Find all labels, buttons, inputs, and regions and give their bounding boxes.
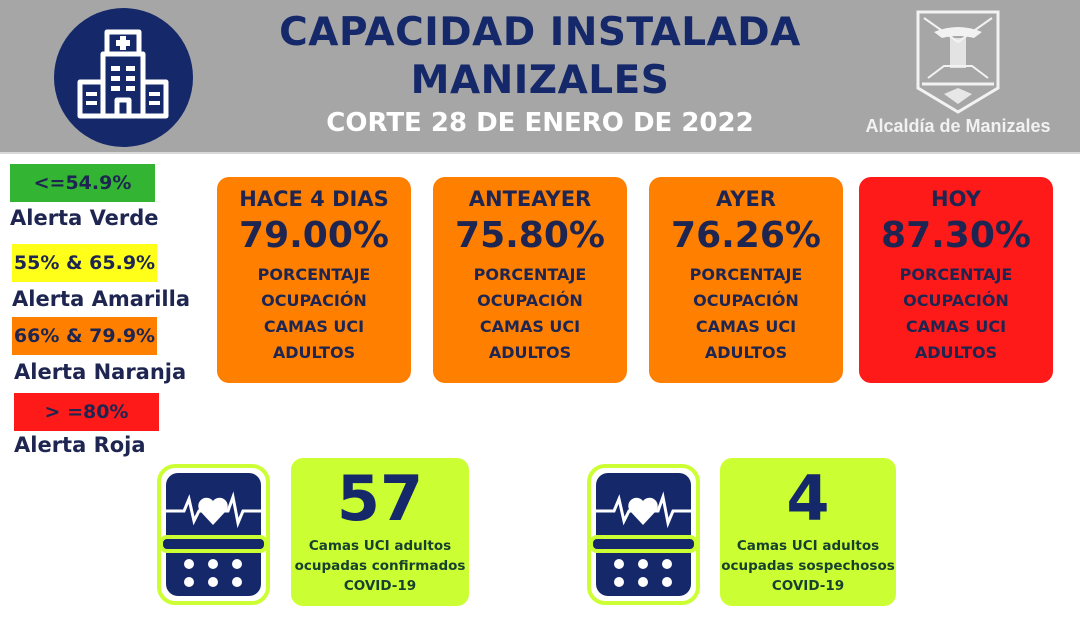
card-desc-line: OCUPACIÓN <box>477 291 583 310</box>
card-period: ANTEAYER <box>468 187 592 211</box>
legend-range-green: <=54.9% <box>10 164 155 202</box>
card-desc-line: OCUPACIÓN <box>693 291 799 310</box>
legend-range-yellow: 55% & 65.9% <box>12 244 157 282</box>
legend-label-red: Alerta Roja <box>14 433 146 457</box>
occupancy-card-4-days-ago: HACE 4 DIAS 79.00% PORCENTAJE OCUPACIÓN … <box>217 177 411 383</box>
card-percentage: 75.80% <box>455 215 605 256</box>
card-desc-line: CAMAS UCI <box>905 317 1007 336</box>
legend-range-orange: 66% & 79.9% <box>12 317 157 355</box>
card-desc-line: OCUPACIÓN <box>903 291 1009 310</box>
stat-number: 57 <box>336 462 424 535</box>
card-description: PORCENTAJE OCUPACIÓN CAMAS UCI ADULTOS <box>649 262 843 366</box>
card-desc-line: PORCENTAJE <box>473 265 587 284</box>
card-description: PORCENTAJE OCUPACIÓN CAMAS UCI ADULTOS <box>859 262 1053 366</box>
page-title-line1: CAPACIDAD INSTALADA <box>279 10 801 55</box>
card-desc-line: ADULTOS <box>488 343 572 362</box>
card-percentage: 79.00% <box>239 215 389 256</box>
card-desc-line: CAMAS UCI <box>695 317 797 336</box>
legend-range-red: > =80% <box>14 393 159 431</box>
card-description: PORCENTAJE OCUPACIÓN CAMAS UCI ADULTOS <box>433 262 627 366</box>
legend-label-orange: Alerta Naranja <box>14 360 187 384</box>
legend-label-green: Alerta Verde <box>10 206 159 230</box>
stat-label-line: Camas UCI adultos <box>308 538 452 554</box>
occupancy-card-day-before-yesterday: ANTEAYER 75.80% PORCENTAJE OCUPACIÓN CAM… <box>433 177 627 383</box>
card-period: HOY <box>931 187 981 211</box>
suspected-covid-beds-stat: 4 Camas UCI adultos ocupadas sospechosos… <box>720 458 896 606</box>
confirmed-covid-beds-stat: 57 Camas UCI adultos ocupadas confirmado… <box>291 458 469 606</box>
heart-monitor-icon <box>587 464 700 605</box>
card-period: HACE 4 DIAS <box>239 187 389 211</box>
card-percentage: 87.30% <box>881 215 1031 256</box>
manizales-crest-icon <box>916 10 1000 114</box>
card-desc-line: ADULTOS <box>272 343 356 362</box>
stat-label-line: ocupadas sospechosos <box>721 558 895 574</box>
hospital-icon <box>54 8 193 147</box>
card-desc-line: ADULTOS <box>704 343 788 362</box>
card-desc-line: PORCENTAJE <box>257 265 371 284</box>
stat-label-line: ocupadas confirmados <box>294 558 466 574</box>
card-desc-line: ADULTOS <box>914 343 998 362</box>
stat-label-line: Camas UCI adultos <box>736 538 880 554</box>
card-desc-line: CAMAS UCI <box>479 317 581 336</box>
stat-label: Camas UCI adultos ocupadas sospechosos C… <box>720 536 896 596</box>
stat-label-line: COVID-19 <box>771 578 845 594</box>
occupancy-card-today: HOY 87.30% PORCENTAJE OCUPACIÓN CAMAS UC… <box>859 177 1053 383</box>
card-desc-line: CAMAS UCI <box>263 317 365 336</box>
stat-label-line: COVID-19 <box>343 578 417 594</box>
card-description: PORCENTAJE OCUPACIÓN CAMAS UCI ADULTOS <box>217 262 411 366</box>
legend-label-yellow: Alerta Amarilla <box>12 287 190 311</box>
card-desc-line: PORCENTAJE <box>689 265 803 284</box>
page-title-line2: MANIZALES <box>410 58 670 103</box>
occupancy-card-yesterday: AYER 76.26% PORCENTAJE OCUPACIÓN CAMAS U… <box>649 177 843 383</box>
stat-number: 4 <box>786 462 830 535</box>
report-date-subtitle: CORTE 28 DE ENERO DE 2022 <box>326 108 754 138</box>
heart-monitor-icon <box>157 464 270 605</box>
card-desc-line: PORCENTAJE <box>899 265 1013 284</box>
card-desc-line: OCUPACIÓN <box>261 291 367 310</box>
card-percentage: 76.26% <box>671 215 821 256</box>
header-banner: CAPACIDAD INSTALADA MANIZALES CORTE 28 D… <box>0 0 1080 154</box>
card-period: AYER <box>716 187 776 211</box>
alcaldia-logo-label: Alcaldía de Manizales <box>865 116 1051 136</box>
stat-label: Camas UCI adultos ocupadas confirmados C… <box>291 536 469 596</box>
